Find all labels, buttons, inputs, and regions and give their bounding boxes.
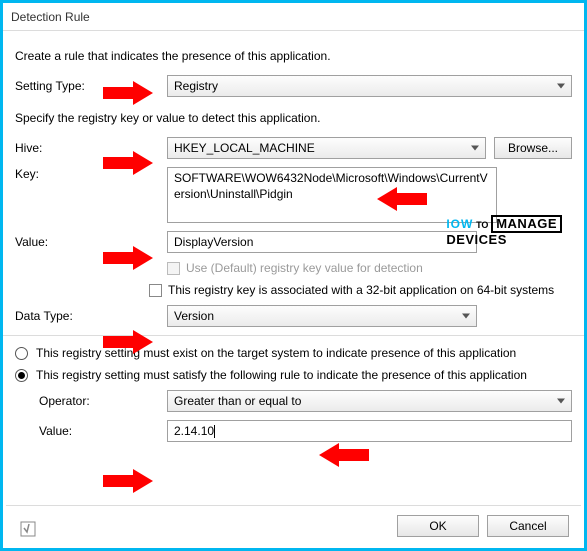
browse-button-label: Browse... [508, 141, 558, 155]
select-operator-value: Greater than or equal to [174, 394, 301, 408]
arrow-icon [103, 469, 153, 493]
text-cursor [214, 425, 215, 438]
input-value-data[interactable]: 2.14.10 [167, 420, 572, 442]
ok-button[interactable]: OK [397, 515, 479, 537]
label-value: Value: [15, 235, 133, 249]
window-titlebar: Detection Rule [3, 3, 584, 31]
select-operator[interactable]: Greater than or equal to [167, 390, 572, 412]
divider [3, 335, 584, 336]
radio-must-exist-label: This registry setting must exist on the … [36, 346, 516, 360]
radio-must-exist[interactable] [15, 347, 28, 360]
watermark-line1: IOW [446, 217, 473, 231]
row-setting-type: Setting Type: Registry [15, 75, 572, 97]
select-data-type-value: Version [174, 309, 214, 323]
checkbox-32bit-label: This registry key is associated with a 3… [168, 283, 554, 297]
select-setting-type[interactable]: Registry [167, 75, 572, 97]
select-hive-value: HKEY_LOCAL_MACHINE [174, 141, 315, 155]
radio-must-satisfy-label: This registry setting must satisfy the f… [36, 368, 527, 382]
watermark-line2: MANAGE [491, 215, 562, 233]
label-key: Key: [15, 167, 133, 181]
dialog-button-bar: OK Cancel [6, 505, 581, 545]
instruction-registry: Specify the registry key or value to det… [15, 111, 572, 125]
select-setting-type-value: Registry [174, 79, 218, 93]
row-operator: Operator: Greater than or equal to [39, 390, 572, 412]
label-operator: Operator: [39, 394, 149, 408]
label-hive: Hive: [15, 141, 133, 155]
row-data-type: Data Type: Version [15, 305, 572, 327]
radio-must-satisfy-row: This registry setting must satisfy the f… [15, 368, 572, 382]
help-icon[interactable] [18, 519, 38, 539]
checkbox-use-default [167, 262, 180, 275]
input-value-data-value: 2.14.10 [174, 424, 214, 438]
label-value2: Value: [39, 424, 149, 438]
select-hive[interactable]: HKEY_LOCAL_MACHINE [167, 137, 486, 159]
instruction-top: Create a rule that indicates the presenc… [15, 49, 572, 63]
checkbox-32bit-row: This registry key is associated with a 3… [149, 283, 572, 297]
cancel-button-label: Cancel [509, 519, 546, 533]
watermark-line3: DEVICES [446, 232, 507, 247]
label-setting-type: Setting Type: [15, 79, 133, 93]
label-data-type: Data Type: [15, 309, 133, 323]
cancel-button[interactable]: Cancel [487, 515, 569, 537]
watermark-logo: IOW TO MANAGE DEVICES [446, 215, 562, 247]
window-title: Detection Rule [11, 10, 90, 24]
select-data-type[interactable]: Version [167, 305, 477, 327]
browse-button[interactable]: Browse... [494, 137, 572, 159]
radio-must-exist-row: This registry setting must exist on the … [15, 346, 572, 360]
checkbox-use-default-row: Use (Default) registry key value for det… [167, 261, 572, 275]
radio-must-satisfy[interactable] [15, 369, 28, 382]
checkbox-32bit[interactable] [149, 284, 162, 297]
ok-button-label: OK [429, 519, 446, 533]
row-value2: Value: 2.14.10 [39, 420, 572, 442]
input-value-name-value: DisplayVersion [174, 235, 253, 249]
row-hive: Hive: HKEY_LOCAL_MACHINE Browse... [15, 137, 572, 159]
checkbox-use-default-label: Use (Default) registry key value for det… [186, 261, 423, 275]
input-value-name[interactable]: DisplayVersion [167, 231, 477, 253]
input-key-value: SOFTWARE\WOW6432Node\Microsoft\Windows\C… [174, 171, 488, 201]
